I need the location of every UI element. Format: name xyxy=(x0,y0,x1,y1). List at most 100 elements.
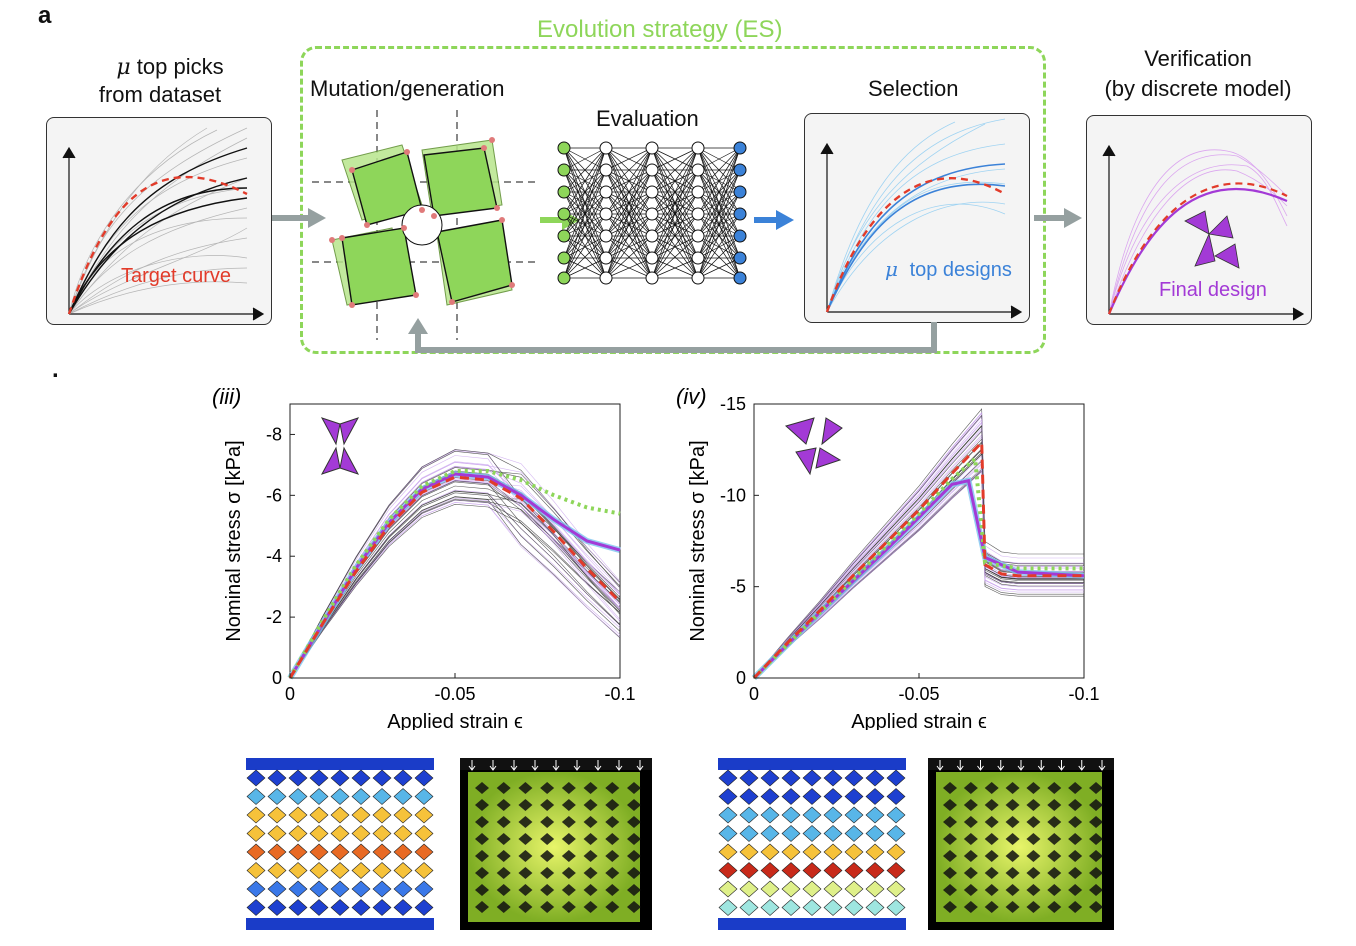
sim-hole xyxy=(627,782,641,794)
lattice-cell xyxy=(781,825,801,842)
sim-hole xyxy=(627,799,641,811)
sim-hole xyxy=(561,833,576,845)
nn-node xyxy=(557,251,571,265)
sim-hole xyxy=(605,884,620,896)
lattice-cell xyxy=(309,862,329,879)
lattice-cell xyxy=(760,825,780,842)
lattice-cell xyxy=(267,769,287,787)
lattice-cell xyxy=(781,806,801,824)
es-title: Evolution strategy (ES) xyxy=(537,16,783,43)
sim-hole xyxy=(1068,884,1083,896)
lattice-cell xyxy=(246,769,266,787)
sim-hole xyxy=(605,799,620,811)
x-axis-label: Applied strain ϵ xyxy=(851,711,987,730)
lattice-cell xyxy=(372,825,392,842)
nn-node xyxy=(599,251,613,265)
sim-hole xyxy=(540,867,555,879)
sim-hole xyxy=(1089,867,1103,879)
sim-hole xyxy=(583,884,598,896)
nn-node xyxy=(645,185,659,199)
nn-node xyxy=(691,163,705,177)
lattice-cell xyxy=(718,862,738,879)
lattice-cell xyxy=(267,843,287,861)
sim-hole xyxy=(627,867,641,879)
load-arrow xyxy=(636,760,644,771)
nn-node xyxy=(691,141,705,155)
sim-hole xyxy=(475,884,489,896)
sim-hole xyxy=(540,833,555,845)
sim-hole xyxy=(561,799,576,811)
lattice-cell xyxy=(267,880,287,898)
lattice-cell xyxy=(288,880,308,898)
sample-curve xyxy=(290,450,620,678)
load-arrow xyxy=(594,760,602,771)
sim-hole xyxy=(605,782,620,794)
sim-hole xyxy=(475,816,489,828)
sample-curve xyxy=(754,419,1084,678)
lattice-cell xyxy=(718,806,738,824)
sim-hole xyxy=(1026,867,1041,879)
lattice-cell xyxy=(802,843,822,861)
nn-node xyxy=(599,271,613,285)
sim-hole xyxy=(1005,850,1020,862)
sim-hole xyxy=(627,850,641,862)
lattice-cell xyxy=(739,899,759,916)
top-plate xyxy=(718,758,906,770)
nn-node xyxy=(599,229,613,243)
sim-hole xyxy=(963,799,978,811)
sample-curve xyxy=(754,429,1084,678)
sim-hole xyxy=(943,901,957,913)
lattice-cell xyxy=(288,788,308,805)
neural-network xyxy=(557,141,747,285)
nn-node xyxy=(733,229,747,243)
sim-hole xyxy=(540,901,555,913)
lattice-cell xyxy=(393,769,413,787)
lattice-cell xyxy=(309,788,329,805)
nn-node xyxy=(691,207,705,221)
mutation-lattice xyxy=(312,110,536,340)
lattice-cell xyxy=(288,825,308,842)
sim-hole xyxy=(561,850,576,862)
sim-hole xyxy=(605,833,620,845)
step3-title: Evaluation xyxy=(596,106,699,131)
lattice-cell xyxy=(886,843,906,861)
feedback-arrow xyxy=(408,318,937,353)
sim-hole xyxy=(518,833,533,845)
lattice-cell xyxy=(739,806,759,824)
lattice-cell xyxy=(288,806,308,824)
nn-node xyxy=(733,207,747,221)
sim-hole xyxy=(943,884,957,896)
lattice-cell xyxy=(886,806,906,824)
lattice-cell xyxy=(781,843,801,861)
load-arrow xyxy=(531,760,539,771)
lattice-cell xyxy=(309,769,329,787)
arrow-to-verification xyxy=(1034,208,1082,228)
nn-node xyxy=(599,207,613,221)
sim-hole xyxy=(561,867,576,879)
nn-node xyxy=(733,251,747,265)
load-arrow xyxy=(997,760,1005,771)
lattice-cell xyxy=(865,899,885,916)
sim-hole xyxy=(984,799,999,811)
lattice-cell xyxy=(246,862,266,879)
lattice-cell xyxy=(288,899,308,916)
sim-hole xyxy=(984,816,999,828)
lattice-cell xyxy=(288,862,308,879)
load-arrow xyxy=(936,760,944,771)
y-tick-label: -5 xyxy=(730,577,746,597)
sample-curve xyxy=(290,502,620,678)
lattice-cell xyxy=(718,843,738,861)
lattice-cell xyxy=(886,769,906,787)
lattice-cell xyxy=(886,880,906,898)
sim-hole xyxy=(540,816,555,828)
sim-hole xyxy=(1068,901,1083,913)
y-tick-label: -6 xyxy=(266,485,282,505)
sim-hole xyxy=(561,884,576,896)
sim-hole xyxy=(475,833,489,845)
sim-hole xyxy=(583,799,598,811)
lattice-cell xyxy=(246,880,266,898)
sim-hole xyxy=(518,782,533,794)
design-glyph xyxy=(320,417,360,475)
sim-hole xyxy=(963,850,978,862)
lattice-cell xyxy=(844,899,864,916)
